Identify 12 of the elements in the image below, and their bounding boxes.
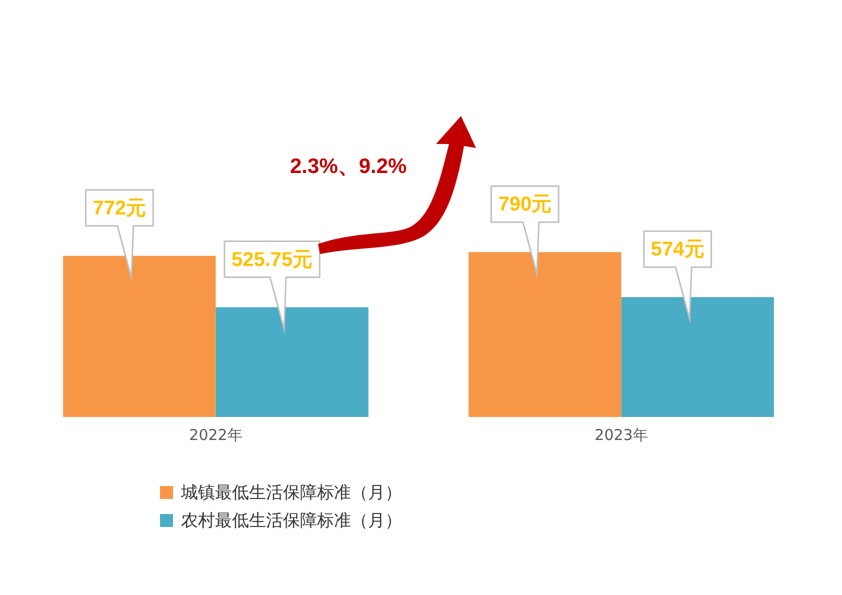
legend-label: 农村最低生活保障标准（月） [181,510,402,532]
data-label: 525.75元 [232,248,313,271]
bar [468,252,622,417]
data-label: 574元 [650,238,704,261]
data-label: 772元 [92,197,146,220]
bar [63,256,216,417]
bar [621,297,774,417]
legend-label: 城镇最低生活保障标准（月） [181,482,402,504]
data-label: 790元 [498,194,552,216]
text: 2.3%、9.2% [290,154,407,180]
x-tick-label: 2023年 [594,426,648,444]
x-tick-label: 2022年 [189,426,242,444]
